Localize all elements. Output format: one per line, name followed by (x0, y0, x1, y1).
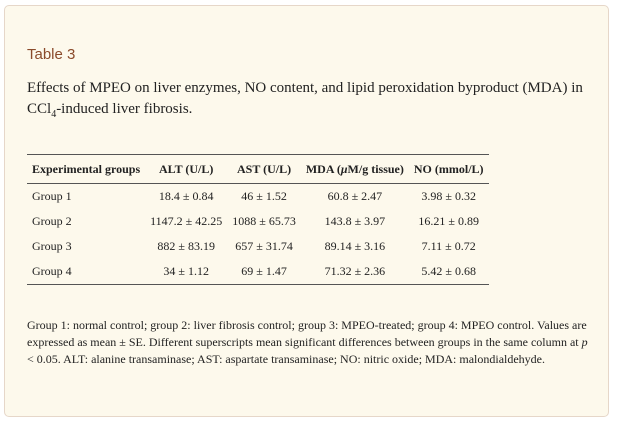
cell-mda: 60.8 ± 2.47 (327, 189, 383, 203)
cell-group: Group 1 (32, 189, 72, 203)
cell-no: 7.11 ± 0.72 (421, 239, 476, 253)
cell-no: 3.98 ± 0.32 (421, 189, 476, 203)
header-ast: AST (U/L) (237, 161, 292, 176)
table-footnote: Group 1: normal control; group 2: liver … (27, 317, 592, 368)
header-alt: ALT (U/L) (159, 161, 214, 176)
data-table: Experimental groups ALT (U/L) AST (U/L) … (27, 154, 489, 285)
cell-group: Group 2 (32, 214, 72, 228)
table-row: Group 2 1147.2 ± 42.25 1088 ± 65.73 143.… (27, 209, 489, 234)
caption-subscript: 4 (51, 109, 57, 120)
cell-mda: 71.32 ± 2.36 (324, 264, 386, 278)
header-groups: Experimental groups (32, 161, 141, 176)
cell-alt: 1147.2 ± 42.25 (150, 214, 223, 228)
cell-alt: 18.4 ± 0.84 (158, 189, 214, 203)
caption-text-end: -induced liver fibrosis. (56, 101, 193, 117)
header-mda-prefix: MDA ( (305, 161, 341, 176)
header-mda-mu: μ (340, 161, 348, 176)
cell-no: 5.42 ± 0.68 (421, 264, 476, 278)
footnote-text-end: < 0.05. ALT: alanine transaminase; AST: … (27, 352, 546, 366)
header-mda: MDA (μM/g tissue) (301, 155, 409, 184)
cell-group: Group 3 (32, 239, 72, 253)
table-header-row: Experimental groups ALT (U/L) AST (U/L) … (27, 154, 489, 184)
cell-ast: 657 ± 31.74 (235, 239, 293, 253)
cell-ast: 1088 ± 65.73 (232, 214, 296, 228)
table-row: Group 3 882 ± 83.19 657 ± 31.74 89.14 ± … (27, 234, 489, 259)
header-mda-suffix: M/g tissue) (347, 161, 404, 176)
cell-ast: 46 ± 1.52 (241, 189, 287, 203)
cell-alt: 34 ± 1.12 (163, 264, 209, 278)
cell-mda: 143.8 ± 3.97 (324, 214, 386, 228)
cell-group: Group 4 (32, 264, 72, 278)
header-no: NO (mmol/L) (413, 161, 484, 176)
table-caption: Effects of MPEO on liver enzymes, NO con… (27, 78, 597, 120)
cell-alt: 882 ± 83.19 (157, 239, 215, 253)
cell-ast: 69 ± 1.47 (241, 264, 287, 278)
footnote-text-start: Group 1: normal control; group 2: liver … (27, 318, 587, 349)
cell-mda: 89.14 ± 3.16 (324, 239, 386, 253)
cell-no: 16.21 ± 0.89 (418, 214, 479, 228)
caption-text-start: Effects of MPEO on liver enzymes, NO con… (27, 80, 583, 117)
table-row: Group 4 34 ± 1.12 69 ± 1.47 71.32 ± 2.36… (27, 259, 489, 285)
table-card: Table 3 Effects of MPEO on liver enzymes… (4, 5, 609, 417)
table-label: Table 3 (27, 46, 76, 63)
footnote-p: p (581, 335, 588, 349)
table-row: Group 1 18.4 ± 0.84 46 ± 1.52 60.8 ± 2.4… (27, 184, 489, 210)
